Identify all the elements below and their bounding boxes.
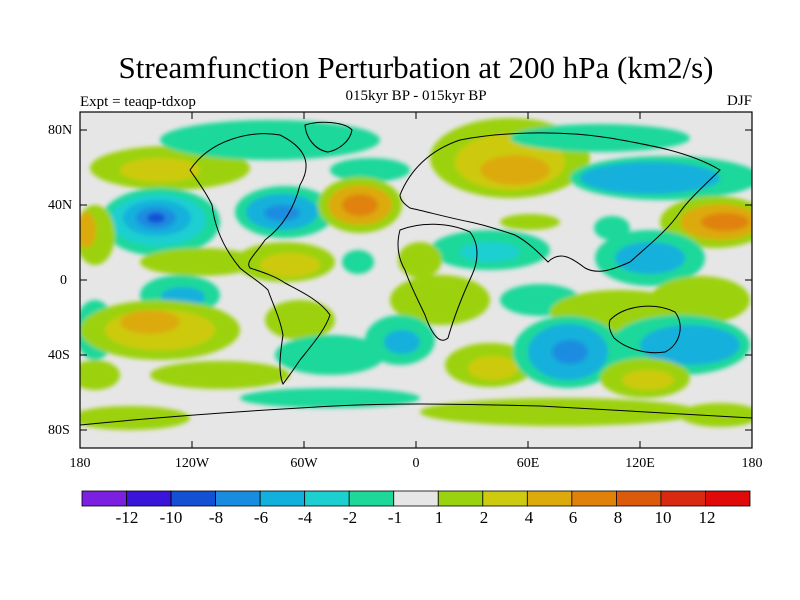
contour-region [420,398,700,426]
colorbar-swatch [393,490,439,507]
coastline-africa [397,223,478,341]
contour-region [680,403,752,427]
coastline-eurasia [399,132,721,272]
colorbar-swatch [526,490,573,507]
contour-region [147,213,165,223]
colorbar-swatch [259,490,306,507]
colorbar-swatch [437,490,484,507]
colorbar-label: 8 [613,508,623,527]
contour-region [622,370,674,390]
contour-region [460,242,520,262]
lon-label-60e: 60E [516,456,540,471]
colorbar-swatch [348,490,395,507]
colorbar-swatch [660,490,706,507]
map-subtitle-season: DJF [726,93,752,109]
coastline-greenland [304,121,353,153]
lon-label-60w: 60W [290,456,318,471]
contour-region [342,194,378,216]
colorbar-label: 2 [479,508,489,527]
colorbar-swatch [170,490,217,507]
map-subtitle-period: 015kyr BP - 015kyr BP [345,88,487,104]
coastline-americas [189,133,331,386]
map-subtitle-experiment: Expt = teaqp-tdxop [80,94,196,110]
lat-label-80s: 80S [48,423,70,438]
contour-region [140,248,260,276]
map-title: Streamfunction Perturbation at 200 hPa (… [118,50,714,85]
contour-region [398,242,442,278]
colorbar-label: 12 [698,508,716,527]
contour-region [552,340,588,364]
contour-region [594,216,630,240]
contour-region [468,356,518,380]
coastline-australia [608,305,681,354]
coastline-antarctica [80,403,752,426]
colorbar-label: 10 [654,508,672,527]
colorbar-swatch [81,490,127,507]
colorbar-label: 1 [434,508,444,527]
contour-region [390,275,490,325]
colorbar-swatch [215,490,261,507]
contour-fill-layer [80,118,752,430]
contour-region [580,162,720,194]
contour-region [80,360,120,390]
contour-region [150,361,290,389]
contour-region [330,158,410,182]
colorbar-label: -10 [159,508,183,527]
contour-region [160,120,380,160]
contour-region [264,205,300,221]
contour-region [342,250,374,274]
contour-region [384,330,420,354]
axis-ticks [79,112,753,448]
contour-region [275,335,385,375]
colorbar-swatch [482,490,528,507]
colorbar-label: -12 [115,508,139,527]
colorbar-swatch [304,490,350,507]
lat-label-0: 0 [60,273,67,288]
colorbar-swatch [571,490,617,507]
contour-region [500,214,560,230]
colorbar-label: -4 [297,508,313,527]
colorbar-label: -2 [342,508,358,527]
contour-region [260,253,320,277]
colorbar-label: -8 [208,508,224,527]
contour-region [120,158,200,182]
contour-region [80,212,96,248]
colorbar-swatch [126,490,172,507]
contour-region [265,300,335,340]
contour-region [640,325,740,365]
contour-region [510,124,690,152]
lat-label-40n: 40N [48,198,73,213]
contour-region [120,310,180,334]
colorbar-label: -6 [253,508,269,527]
lat-label-40s: 40S [48,348,70,363]
lon-label-180e: 180 [741,456,763,471]
map-plot-area [79,111,753,449]
lon-label-180w: 180 [69,456,91,471]
colorbar [81,490,751,507]
lon-label-120w: 120W [174,456,210,471]
lon-label-0: 0 [412,456,420,471]
colorbar-label: 4 [524,508,534,527]
lon-label-120e: 120E [625,456,655,471]
colorbar-label: 6 [568,508,578,527]
lat-label-80n: 80N [48,123,73,138]
colorbar-swatch [705,490,751,507]
contour-region [80,406,190,430]
contour-region [480,155,550,185]
coastline-layer [80,121,752,426]
contour-region [240,388,420,408]
contour-region [701,213,749,231]
colorbar-label: -1 [387,508,403,527]
contour-region [615,242,685,274]
colorbar-swatch [616,490,662,507]
